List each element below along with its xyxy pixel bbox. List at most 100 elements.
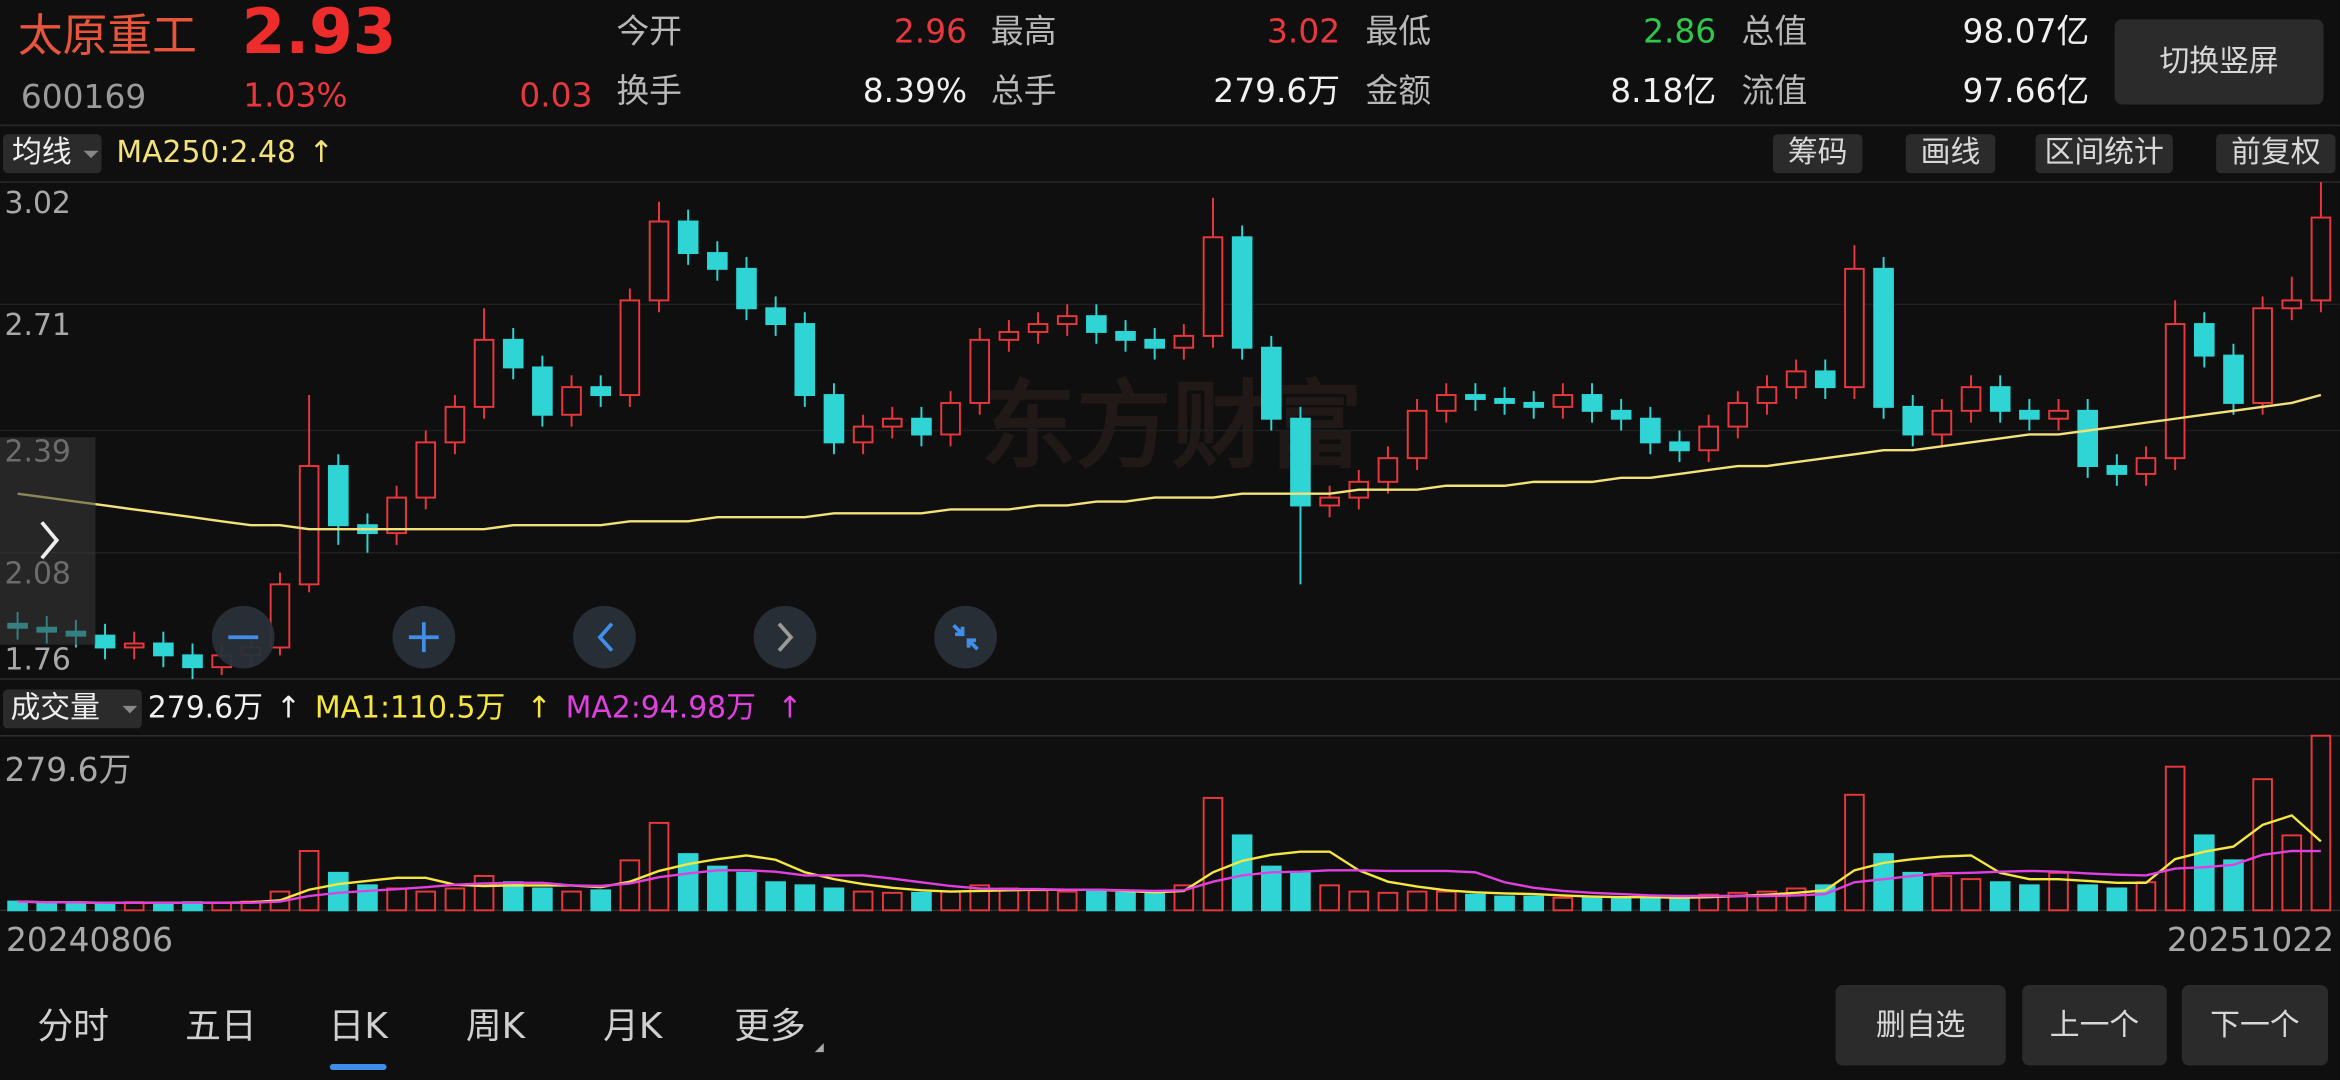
volume-bar — [852, 890, 874, 912]
volume-bar — [2194, 834, 2215, 912]
volume-bar — [590, 889, 612, 912]
tool-button-label: 前复权 — [2231, 135, 2320, 170]
orientation-button[interactable] — [2114, 19, 2324, 105]
reset-zoom[interactable] — [934, 605, 997, 669]
stock-name: 太原重工 — [18, 9, 197, 62]
volume-bar — [1640, 895, 1661, 912]
candle-body — [1231, 236, 1253, 349]
volume-bar — [1844, 793, 1865, 912]
change-pct: 1.03% — [243, 77, 347, 115]
y-tick-label: 3.02 — [4, 186, 70, 221]
volume-bar — [1989, 881, 2011, 912]
candle-body — [1669, 441, 1690, 452]
indicator-dropdown[interactable] — [2, 134, 102, 174]
zoom-icons — [228, 622, 979, 653]
tool-button[interactable] — [1772, 134, 1863, 174]
ma250-arrow: ↑ — [309, 135, 334, 170]
candle-body — [1960, 386, 1982, 412]
volume-bar — [911, 891, 932, 912]
period-tab[interactable]: 日K — [329, 1006, 390, 1047]
move-right[interactable] — [753, 605, 817, 669]
ma1-arrow: ↑ — [527, 690, 552, 725]
candle-body — [911, 417, 932, 436]
action-buttons: 删自选 上一个 下一个 — [1835, 984, 2329, 1066]
volume-bar — [1115, 891, 1136, 912]
candle-body — [969, 338, 991, 404]
orientation-button-label: 切换竖屏 — [2159, 44, 2278, 79]
candle-body — [2106, 465, 2128, 475]
volume-bar — [2019, 884, 2040, 912]
volume-dropdown[interactable] — [2, 689, 142, 729]
tool-button[interactable] — [2216, 134, 2336, 174]
move-left[interactable] — [573, 605, 636, 669]
tool-button-label: 区间统计 — [2045, 135, 2164, 170]
volume-bar — [1377, 891, 1399, 912]
stat-label: 换手 — [616, 72, 682, 110]
volume-bar — [1698, 893, 1719, 912]
period-tab[interactable]: 月K — [603, 1006, 664, 1047]
stat-value: 8.39% — [863, 72, 967, 110]
stat-label: 金额 — [1365, 72, 1431, 110]
action-button-label: 上一个 — [2050, 1008, 2139, 1043]
candle-body — [502, 338, 524, 369]
stat-label: 今开 — [616, 12, 682, 50]
candle-body — [1202, 236, 1224, 337]
volume-bar — [648, 821, 670, 912]
ma250-legend: MA250:2.48 — [116, 135, 296, 170]
action-button[interactable] — [2022, 984, 2167, 1066]
action-button[interactable] — [1835, 984, 2006, 1066]
tool-button[interactable] — [2035, 134, 2173, 174]
period-tab[interactable]: 更多 — [734, 1006, 806, 1047]
period-tab[interactable]: 周K — [466, 1006, 527, 1047]
volume-bar — [1261, 865, 1282, 912]
x-tick-label: 20240806 — [6, 921, 173, 959]
candle-body — [415, 441, 437, 499]
candle-body — [2019, 409, 2040, 420]
volume-bar — [2223, 859, 2244, 912]
volume-bar — [823, 887, 845, 912]
candle-body — [1086, 315, 1107, 333]
change: 0.03 — [519, 77, 592, 115]
dropdown-caret — [83, 150, 99, 159]
stat-label: 流值 — [1742, 72, 1808, 110]
candle-body — [182, 654, 203, 669]
candle-body — [852, 425, 874, 444]
candle-body — [1727, 401, 1749, 428]
period-tabs: 分时 五日 日K 周K 月K 更多 — [37, 1006, 806, 1047]
left-icon — [597, 622, 614, 652]
volume-bar — [619, 859, 641, 912]
volume-bar — [1435, 890, 1457, 912]
candle-body — [2252, 307, 2273, 404]
candle-body — [1902, 405, 1924, 436]
tool-button[interactable] — [1905, 134, 1996, 174]
candle-body — [1698, 425, 1719, 452]
period-tab[interactable]: 分时 — [37, 1006, 109, 1047]
candle-body — [677, 220, 699, 255]
volume-bar — [1494, 895, 1515, 912]
stock-code: 600169 — [21, 78, 146, 116]
volume-bar — [2106, 887, 2128, 912]
candle-body — [765, 307, 786, 326]
volume-bar — [386, 887, 407, 912]
reset-icon — [952, 623, 979, 651]
candle-body — [1377, 457, 1399, 483]
volume-bar — [65, 901, 87, 912]
volume-bar — [1960, 878, 1982, 912]
candle-body — [561, 386, 582, 416]
period-tab[interactable]: 五日 — [185, 1006, 257, 1047]
candle-body — [1989, 386, 2011, 412]
action-button-label: 删自选 — [1876, 1008, 1965, 1043]
action-button[interactable] — [2181, 984, 2329, 1066]
candle-body — [1814, 370, 1836, 389]
candle-body — [823, 394, 845, 444]
stat-label: 总手 — [991, 72, 1057, 110]
volume-bar — [94, 902, 116, 912]
side-panel-toggle[interactable] — [0, 437, 96, 645]
volume-bar — [473, 875, 495, 912]
volume-bar — [881, 891, 903, 912]
candle-body — [473, 338, 495, 408]
volume-bar — [2077, 884, 2098, 912]
volume-bar — [2281, 834, 2303, 912]
